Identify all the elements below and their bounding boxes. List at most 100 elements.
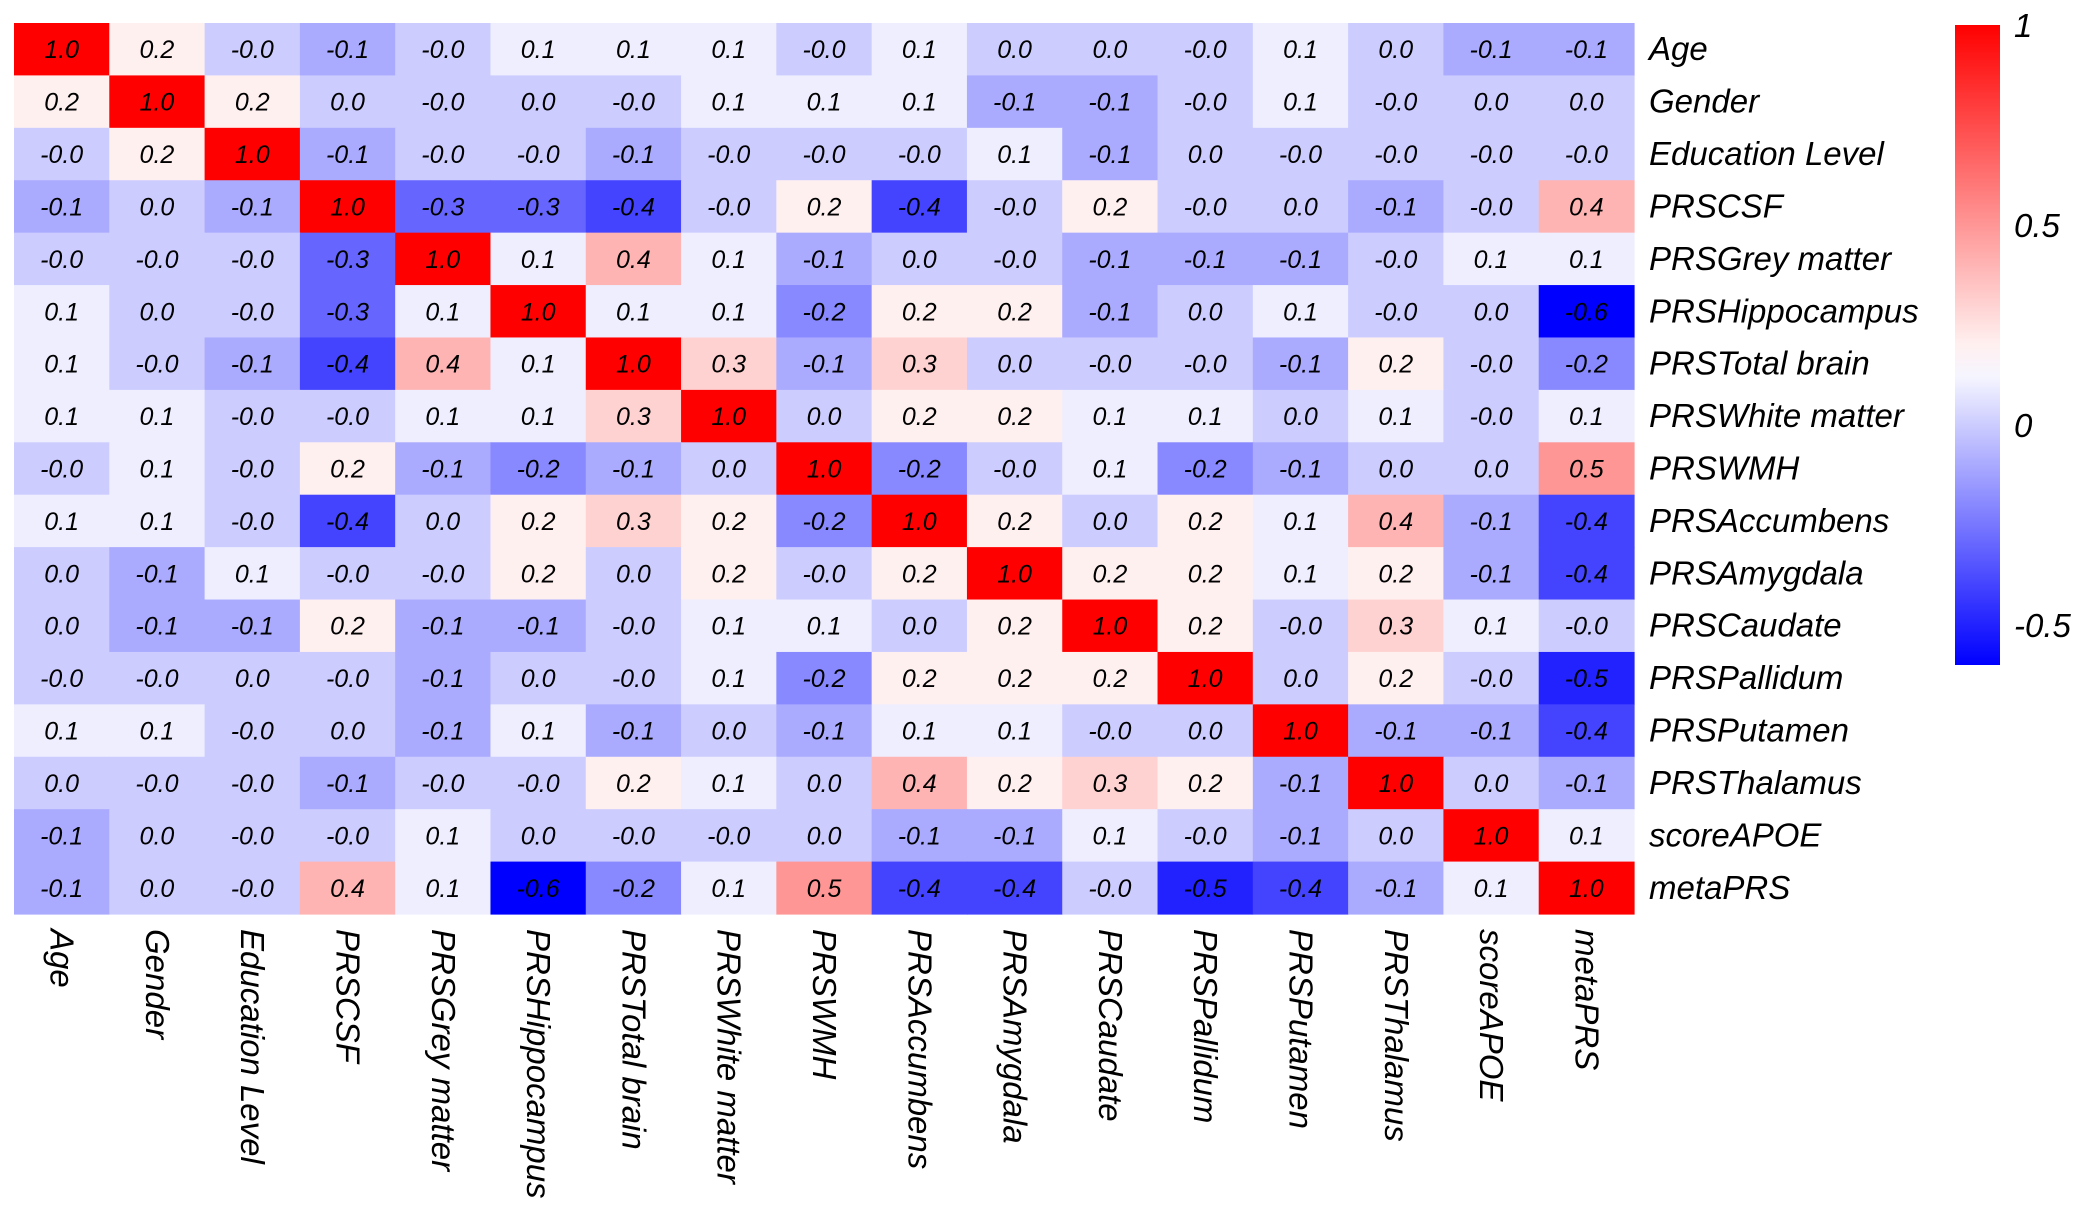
cell-value-label-prscaudate-scoreapoe: 0.1 [1474,613,1509,641]
cell-value-label-prscaudate-prsaccumbens: 0.0 [902,613,937,641]
cell-value-label-prscsf-prsamygdala: -0.0 [993,193,1036,221]
cell-value-label-prstotal-brain-prsaccumbens: 0.3 [902,351,937,379]
cell-value-label-metaprs-prswmh: 0.5 [807,875,842,903]
cell-value-label-scoreapoe-prsthalamus: 0.0 [1378,822,1413,850]
heatmap-cell-prshippocampus-prscaudate [1062,285,1159,339]
column-label-gender: Gender [139,929,176,1041]
heatmap-cell-scoreapoe-prscaudate [1062,809,1159,863]
cell-value-label-education-level-gender: 0.2 [140,141,175,169]
heatmap-cell-age-prspallidum [1157,23,1254,77]
heatmap-cell-prshippocampus-prsputamen [1252,285,1349,339]
column-label-scoreapoe: scoreAPOE [1473,929,1510,1102]
cell-value-label-prsthalamus-metaprs: -0.1 [1565,770,1608,798]
column-label-prstotal-brain: PRSTotal brain [615,929,652,1150]
cell-value-label-age-prscsf: -0.1 [326,36,369,64]
cell-value-label-prstotal-brain-prsamygdala: 0.0 [997,351,1032,379]
cell-value-label-education-level-age: -0.0 [40,141,83,169]
cell-value-label-prspallidum-age: -0.0 [40,665,83,693]
heatmap-cell-age-prscaudate [1062,23,1159,77]
cell-value-label-prsaccumbens-scoreapoe: -0.1 [1470,508,1513,536]
cell-value-label-prscsf-education-level: -0.1 [231,193,274,221]
heatmap-cell-prsgrey-matter-prsputamen [1252,232,1349,286]
cell-value-label-prswhite-matter-prscsf: -0.0 [326,403,369,431]
cell-value-label-age-age: 1.0 [44,36,79,64]
cell-value-label-prsgrey-matter-prsamygdala: -0.0 [993,246,1036,274]
heatmap-cell-prscsf-prsthalamus [1348,180,1445,234]
cell-value-label-prstotal-brain-prswmh: -0.1 [802,351,845,379]
heatmap-cell-prshippocampus-gender [109,285,206,339]
cell-value-label-education-level-prswmh: -0.0 [802,141,845,169]
cell-value-label-education-level-metaprs: -0.0 [1565,141,1608,169]
heatmap-cell-gender-metaprs [1538,75,1635,129]
cell-value-label-age-prshippocampus: 0.1 [521,36,556,64]
cell-value-label-prshippocampus-prscsf: -0.3 [326,298,369,326]
cell-value-label-prscsf-prshippocampus: -0.3 [517,193,560,221]
cell-value-label-prspallidum-education-level: 0.0 [235,665,270,693]
cell-value-label-prsgrey-matter-prswmh: -0.1 [802,246,845,274]
heatmap-cell-prscaudate-prspallidum [1157,599,1254,653]
cell-value-label-prscaudate-prshippocampus: -0.1 [517,613,560,641]
heatmap-cell-prspallidum-age [14,651,110,705]
heatmap-cell-prsamygdala-prswhite-matter [681,547,777,601]
heatmap-cell-scoreapoe-prsputamen [1252,809,1349,863]
heatmap-cell-prscsf-scoreapoe [1443,180,1540,234]
heatmap-cell-prswmh-gender [109,442,206,496]
heatmap-cell-prscaudate-prsaccumbens [871,599,968,653]
cell-value-label-prspallidum-prsamygdala: 0.2 [997,665,1032,693]
cell-value-label-prswmh-prsputamen: -0.1 [1279,456,1322,484]
heatmap-cell-prstotal-brain-prsgrey-matter [395,337,492,391]
cell-value-label-education-level-scoreapoe: -0.0 [1470,141,1513,169]
heatmap-cell-prstotal-brain-scoreapoe [1443,337,1540,391]
cell-value-label-prsgrey-matter-scoreapoe: 0.1 [1474,246,1509,274]
heatmap-cell-gender-prswhite-matter [681,75,777,129]
cell-value-label-prshippocampus-prshippocampus: 1.0 [521,298,556,326]
heatmap-cell-scoreapoe-prsaccumbens [871,809,968,863]
cell-value-label-prsputamen-scoreapoe: -0.1 [1470,718,1513,746]
heatmap-cell-prswhite-matter-prsputamen [1252,389,1349,443]
cell-value-label-prstotal-brain-gender: -0.0 [135,351,178,379]
heatmap-cell-prsputamen-prsthalamus [1348,704,1445,758]
heatmap-cell-prsthalamus-prsamygdala [966,756,1063,810]
cell-value-label-prsaccumbens-prsaccumbens: 1.0 [902,508,937,536]
cell-value-label-prshippocampus-prstotal-brain: 0.1 [616,298,651,326]
cell-value-label-prsgrey-matter-prswhite-matter: 0.1 [711,246,746,274]
heatmap-cell-prswmh-scoreapoe [1443,442,1540,496]
cell-value-label-prsputamen-education-level: -0.0 [231,718,274,746]
row-label-prsaccumbens: PRSAccumbens [1649,502,1889,539]
heatmap-cell-prswhite-matter-education-level [204,389,301,443]
cell-value-label-scoreapoe-prsamygdala: -0.1 [993,822,1036,850]
heatmap-cell-prstotal-brain-prswhite-matter [681,337,777,391]
heatmap-cell-prsgrey-matter-prswhite-matter [681,232,777,286]
heatmap-cell-prsgrey-matter-age [14,232,110,286]
cell-value-label-prspallidum-prswmh: -0.2 [802,665,845,693]
cell-value-label-age-prswhite-matter: 0.1 [711,36,746,64]
heatmap-cell-age-scoreapoe [1443,23,1540,77]
heatmap-cell-gender-prstotal-brain [585,75,682,129]
cell-value-label-prshippocampus-education-level: -0.0 [231,298,274,326]
row-label-metaprs: metaPRS [1649,869,1790,906]
cell-value-label-prswmh-prshippocampus: -0.2 [517,456,560,484]
cell-value-label-gender-prspallidum: -0.0 [1184,89,1227,117]
heatmap-cell-age-metaprs [1538,23,1635,77]
heatmap-cell-prspallidum-prsgrey-matter [395,651,492,705]
cell-value-label-prshippocampus-gender: 0.0 [140,298,175,326]
row-label-scoreapoe: scoreAPOE [1649,816,1822,853]
heatmap-cell-prscsf-prsputamen [1252,180,1349,234]
row-label-prsgrey-matter: PRSGrey matter [1649,240,1893,277]
cell-value-label-prsthalamus-prsgrey-matter: -0.0 [421,770,464,798]
heatmap-cell-education-level-prsaccumbens [871,127,968,181]
cell-value-label-age-metaprs: -0.1 [1565,36,1608,64]
heatmap-cell-scoreapoe-scoreapoe [1443,809,1540,863]
cell-value-label-metaprs-age: -0.1 [40,875,83,903]
heatmap-cell-prscsf-age [14,180,110,234]
heatmap-cell-prswhite-matter-prspallidum [1157,389,1254,443]
cell-value-label-prsaccumbens-metaprs: -0.4 [1565,508,1608,536]
heatmap-cell-prsputamen-prswhite-matter [681,704,777,758]
heatmap-cell-prscsf-prsamygdala [966,180,1063,234]
cell-value-label-prsaccumbens-age: 0.1 [44,508,79,536]
cell-value-label-metaprs-prsputamen: -0.4 [1279,875,1322,903]
cell-value-label-prsthalamus-prscaudate: 0.3 [1092,770,1127,798]
heatmap-cell-prsputamen-prsamygdala [966,704,1063,758]
heatmap-cell-prspallidum-prscaudate [1062,651,1159,705]
cell-value-label-prswmh-prsamygdala: -0.0 [993,456,1036,484]
